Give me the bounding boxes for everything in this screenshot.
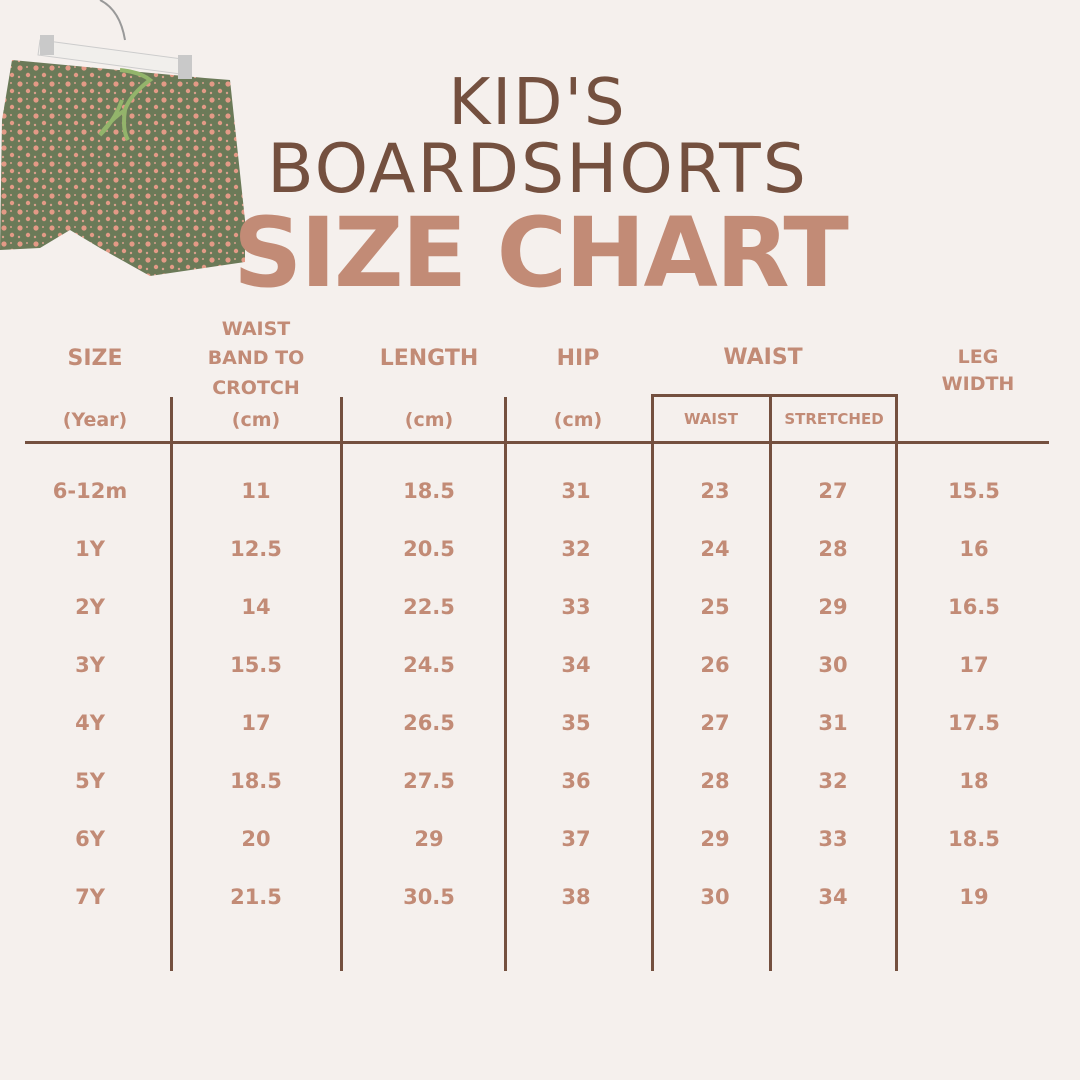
- cell-waist: 29: [700, 827, 730, 851]
- cell-length: 20.5: [403, 537, 455, 561]
- cell-hip: 33: [561, 595, 591, 619]
- cell-waist: 25: [700, 595, 730, 619]
- cell-leg-width: 18: [959, 769, 989, 793]
- cell-waist-stretched: 31: [818, 711, 848, 735]
- cell-size: 7Y: [75, 885, 105, 909]
- header-waist-sub: WAIST: [683, 410, 739, 428]
- title-boardshorts: BOARDSHORTS: [267, 130, 808, 209]
- column-divider: [651, 394, 654, 971]
- cell-hip: 36: [561, 769, 591, 793]
- cell-leg-width: 15.5: [948, 479, 1000, 503]
- cell-length: 22.5: [403, 595, 455, 619]
- header-leg-1: LEG: [957, 346, 999, 368]
- cell-size: 3Y: [75, 653, 105, 677]
- column-divider: [769, 394, 772, 971]
- cell-length: 24.5: [403, 653, 455, 677]
- cell-length: 26.5: [403, 711, 455, 735]
- header-size-unit: (Year): [62, 409, 128, 431]
- cell-waistband-to-crotch: 12.5: [230, 537, 282, 561]
- header-waistband-2: BAND TO: [207, 347, 305, 369]
- column-divider: [170, 397, 173, 971]
- header-waistband-3: CROTCH: [212, 377, 300, 399]
- cell-waist: 27: [700, 711, 730, 735]
- header-stretched-sub: STRETCHED: [784, 410, 884, 428]
- cell-size: 1Y: [75, 537, 105, 561]
- cell-length: 27.5: [403, 769, 455, 793]
- cell-length: 29: [414, 827, 444, 851]
- cell-waistband-to-crotch: 20: [241, 827, 271, 851]
- cell-waistband-to-crotch: 14: [241, 595, 271, 619]
- cell-size: 4Y: [75, 711, 105, 735]
- cell-waistband-to-crotch: 21.5: [230, 885, 282, 909]
- header-length-unit: (cm): [404, 409, 454, 431]
- cell-waist-stretched: 29: [818, 595, 848, 619]
- cell-hip: 34: [561, 653, 591, 677]
- cell-waist: 24: [700, 537, 730, 561]
- cell-hip: 32: [561, 537, 591, 561]
- cell-size: 6-12m: [52, 479, 128, 503]
- cell-leg-width: 18.5: [948, 827, 1000, 851]
- cell-waist-stretched: 34: [818, 885, 848, 909]
- cell-waist-stretched: 33: [818, 827, 848, 851]
- column-divider: [895, 394, 898, 971]
- cell-waist: 28: [700, 769, 730, 793]
- header-size: SIZE: [67, 346, 123, 371]
- cell-leg-width: 19: [959, 885, 989, 909]
- header-hip: HIP: [556, 346, 600, 371]
- cell-waistband-to-crotch: 18.5: [230, 769, 282, 793]
- cell-size: 6Y: [75, 827, 105, 851]
- cell-waist: 30: [700, 885, 730, 909]
- waist-group-top: [651, 394, 898, 397]
- header-waistband-1: WAIST: [221, 318, 291, 340]
- cell-hip: 35: [561, 711, 591, 735]
- cell-leg-width: 16: [959, 537, 989, 561]
- cell-waist-stretched: 28: [818, 537, 848, 561]
- column-divider: [340, 397, 343, 971]
- title-kids: KID'S: [448, 66, 627, 140]
- cell-size: 5Y: [75, 769, 105, 793]
- cell-waistband-to-crotch: 15.5: [230, 653, 282, 677]
- cell-leg-width: 17: [959, 653, 989, 677]
- header-divider: [25, 441, 1049, 444]
- cell-length: 18.5: [403, 479, 455, 503]
- cell-size: 2Y: [75, 595, 105, 619]
- cell-hip: 38: [561, 885, 591, 909]
- cell-waistband-to-crotch: 11: [241, 479, 271, 503]
- cell-leg-width: 16.5: [948, 595, 1000, 619]
- header-leg-2: WIDTH: [941, 373, 1015, 395]
- cell-waist-stretched: 32: [818, 769, 848, 793]
- header-hip-unit: (cm): [553, 409, 603, 431]
- cell-waist: 26: [700, 653, 730, 677]
- cell-leg-width: 17.5: [948, 711, 1000, 735]
- cell-waist-stretched: 30: [818, 653, 848, 677]
- title-size-chart: SIZE CHART: [233, 197, 849, 309]
- header-length: LENGTH: [379, 346, 479, 371]
- cell-length: 30.5: [403, 885, 455, 909]
- header-waistband-unit: (cm): [231, 409, 281, 431]
- boardshorts-photo: [0, 0, 245, 276]
- column-divider: [504, 397, 507, 971]
- cell-hip: 37: [561, 827, 591, 851]
- cell-waist-stretched: 27: [818, 479, 848, 503]
- cell-waistband-to-crotch: 17: [241, 711, 271, 735]
- cell-hip: 31: [561, 479, 591, 503]
- cell-waist: 23: [700, 479, 730, 503]
- header-waist: WAIST: [723, 345, 803, 370]
